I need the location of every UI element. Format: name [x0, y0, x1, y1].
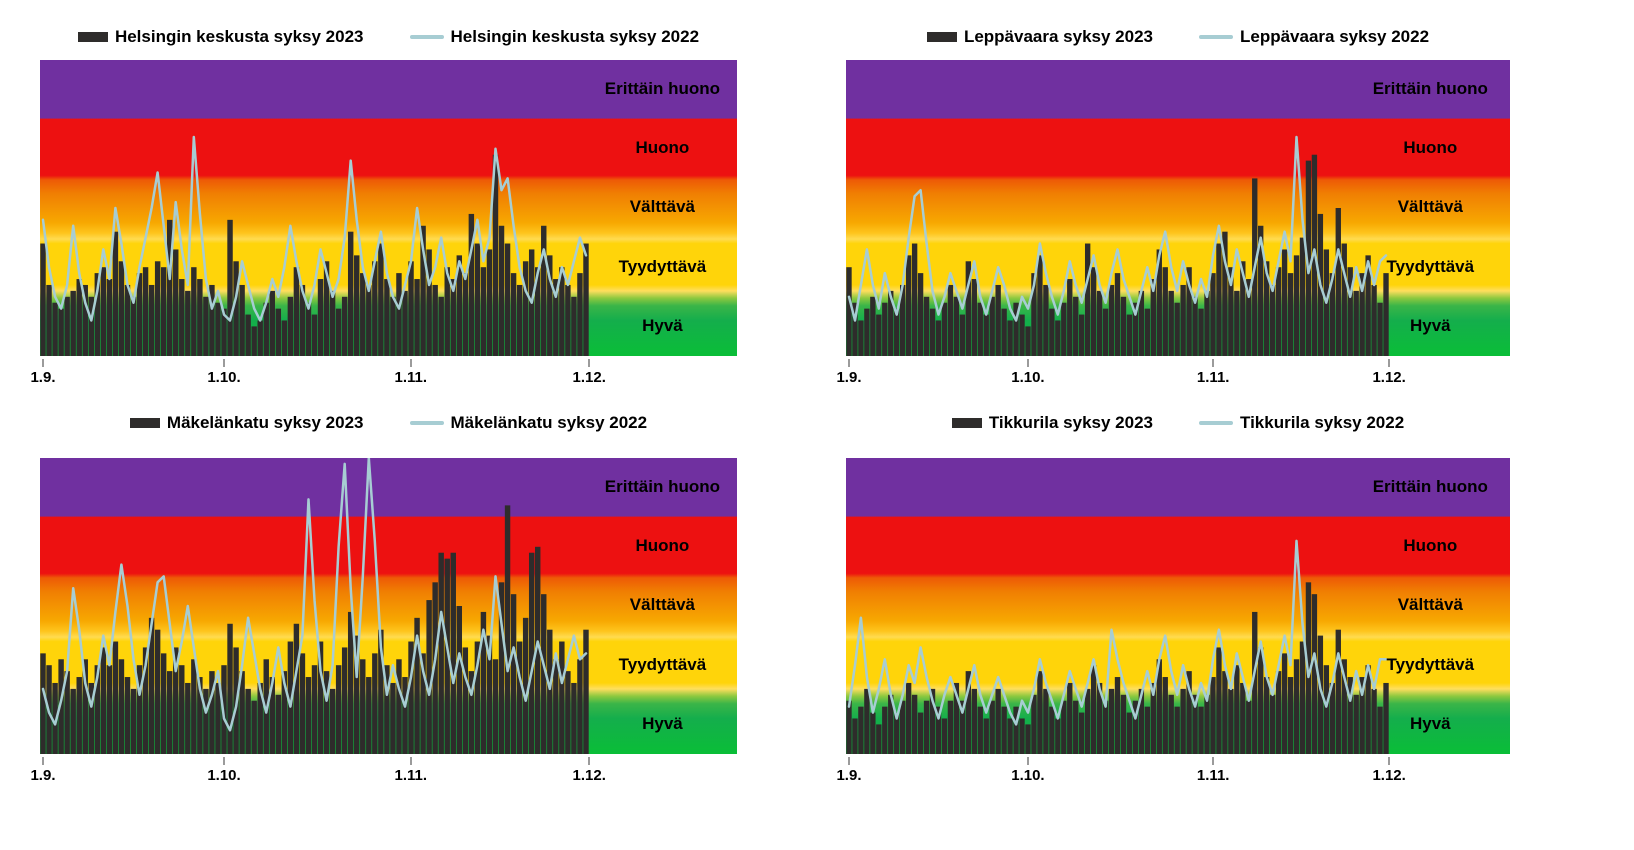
legend-item-2023: Helsingin keskusta syksy 2023: [77, 27, 364, 47]
chart-makelankatu: Mäkelänkatu syksy 2023 Mäkelänkatu syksy…: [30, 400, 737, 784]
x-axis-label: 1.9.: [836, 767, 862, 784]
legend-label: Tikkurila syksy 2023: [988, 413, 1153, 432]
axis-tick: [1388, 757, 1391, 765]
chart-canvas: [846, 60, 1510, 356]
chart-canvas: [40, 60, 737, 356]
axis-tick: [223, 359, 225, 367]
x-axis: 1.9. 1.10. 1.11. 1.12.: [836, 356, 1510, 398]
line-series-swatch-icon: [409, 421, 444, 425]
legend-item-2022: Leppävaara syksy 2022: [1199, 27, 1429, 47]
legend-label: Helsingin keskusta syksy 2022: [450, 27, 700, 46]
x-axis-label: 1.11.: [394, 369, 428, 386]
x-axis-label: 1.12.: [1372, 767, 1406, 784]
axis-tick: [41, 359, 44, 367]
x-axis-label: 1.12.: [1372, 369, 1406, 386]
axis-tick: [409, 757, 412, 765]
legend: Helsingin keskusta syksy 2023 Helsingin …: [40, 14, 737, 60]
bar-series-swatch-icon: [129, 418, 160, 428]
axis-tick: [1026, 359, 1029, 367]
chart-helsingin-keskusta: Helsingin keskusta syksy 2023 Helsingin …: [30, 14, 737, 386]
chart-tikkurila: Tikkurila syksy 2023 Tikkurila syksy 202…: [836, 400, 1510, 784]
x-axis-label: 1.10.: [207, 369, 241, 386]
x-axis-label: 1.12.: [572, 369, 606, 386]
legend-label: Leppävaara syksy 2022: [1240, 27, 1430, 46]
legend-label: Mäkelänkatu syksy 2022: [450, 413, 648, 432]
legend-item-2022: Mäkelänkatu syksy 2022: [409, 413, 648, 433]
x-axis-label: 1.10.: [1011, 369, 1045, 386]
axis-tick: [1212, 757, 1215, 765]
bar-series-swatch-icon: [926, 32, 957, 42]
axis-tick: [1212, 359, 1215, 367]
legend: Leppävaara syksy 2023 Leppävaara syksy 2…: [846, 14, 1510, 60]
axis-tick: [847, 359, 850, 367]
legend-item-2023: Leppävaara syksy 2023: [926, 27, 1153, 47]
bar-series-swatch-icon: [77, 32, 108, 42]
plot-area: Erittäin huono Huono Välttävä Tyydyttävä…: [30, 458, 737, 784]
x-axis-label: 1.11.: [1196, 767, 1230, 784]
legend-label: Helsingin keskusta syksy 2023: [114, 27, 364, 46]
x-axis-label: 1.10.: [1011, 767, 1045, 784]
chart-leppavaara: Leppävaara syksy 2023 Leppävaara syksy 2…: [836, 14, 1510, 386]
line-series-swatch-icon: [1199, 35, 1233, 39]
legend: Mäkelänkatu syksy 2023 Mäkelänkatu syksy…: [40, 400, 737, 458]
line-series-swatch-icon: [1199, 421, 1233, 425]
x-axis: 1.9. 1.10. 1.11. 1.12.: [836, 754, 1510, 796]
axis-tick: [847, 757, 850, 765]
legend-label: Mäkelänkatu syksy 2023: [166, 413, 364, 432]
legend-label: Leppävaara syksy 2023: [963, 27, 1153, 46]
axis-tick: [588, 757, 591, 765]
x-axis-label: 1.11.: [1196, 369, 1230, 386]
axis-tick: [223, 757, 225, 765]
chart-canvas: [846, 458, 1510, 754]
x-axis-label: 1.11.: [394, 767, 428, 784]
axis-tick: [409, 359, 412, 367]
legend-item-2023: Mäkelänkatu syksy 2023: [129, 413, 364, 433]
legend: Tikkurila syksy 2023 Tikkurila syksy 202…: [846, 400, 1510, 458]
plot-area: Erittäin huono Huono Välttävä Tyydyttävä…: [836, 458, 1510, 784]
plot-area: Erittäin huono Huono Välttävä Tyydyttävä…: [836, 60, 1510, 386]
axis-tick: [1026, 757, 1029, 765]
x-axis-label: 1.9.: [836, 369, 862, 386]
legend-label: Tikkurila syksy 2022: [1240, 413, 1405, 432]
x-axis-label: 1.10.: [207, 767, 241, 784]
line-series-swatch-icon: [409, 35, 444, 39]
x-axis-label: 1.9.: [30, 369, 56, 386]
x-axis-label: 1.9.: [30, 767, 56, 784]
x-axis: 1.9. 1.10. 1.11. 1.12.: [30, 754, 737, 796]
x-axis: 1.9. 1.10. 1.11. 1.12.: [30, 356, 737, 398]
axis-tick: [1388, 359, 1391, 367]
axis-tick: [41, 757, 44, 765]
bar-series-swatch-icon: [951, 418, 982, 428]
chart-canvas: [40, 458, 737, 754]
legend-item-2022: Tikkurila syksy 2022: [1199, 413, 1404, 433]
legend-item-2022: Helsingin keskusta syksy 2022: [409, 27, 700, 47]
plot-area: Erittäin huono Huono Välttävä Tyydyttävä…: [30, 60, 737, 386]
axis-tick: [588, 359, 591, 367]
x-axis-label: 1.12.: [572, 767, 606, 784]
legend-item-2023: Tikkurila syksy 2023: [951, 413, 1153, 433]
